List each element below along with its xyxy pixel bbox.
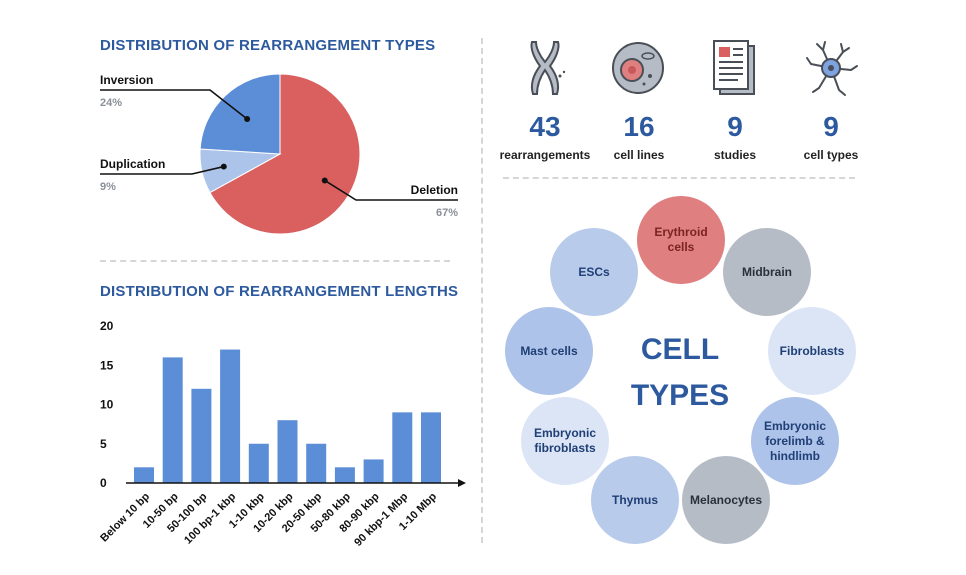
y-tick-label: 20 [100, 319, 114, 333]
cell-types-heading: CELL TYPES [620, 327, 740, 419]
cell-type-embryonic-fibroblasts: Embryonic fibroblasts [521, 397, 609, 485]
left-horizontal-divider [100, 260, 450, 262]
cell-types-heading-line2: TYPES [630, 379, 730, 412]
cell-type-mast-cells: Mast cells [505, 307, 593, 395]
cell-type-label: Embryonic fibroblasts [533, 426, 596, 455]
pie-percent-label: 9% [100, 181, 116, 193]
pie-label: Inversion [100, 73, 153, 87]
stat-cell-types: 9 cell types [776, 111, 886, 163]
bar [162, 357, 183, 483]
documents-icon [713, 40, 755, 95]
y-tick-label: 5 [100, 437, 107, 451]
pie-leader-line [324, 179, 458, 201]
cell-type-label: Melanocytes [689, 492, 763, 507]
bar [334, 467, 355, 483]
cell-icon [612, 42, 664, 94]
y-tick-label: 10 [100, 398, 114, 412]
bar [248, 443, 269, 483]
y-tick-label: 15 [100, 358, 114, 372]
bar [277, 420, 298, 483]
stat-number: 43 [529, 111, 561, 142]
bar-chart-title: DISTRIBUTION OF REARRANGEMENT LENGTHS [100, 283, 459, 300]
right-horizontal-divider [503, 177, 855, 179]
cell-type-embryonic-limb: Embryonic forelimb & hindlimb [751, 397, 839, 485]
bar [191, 388, 212, 483]
pie-percent-label: 67% [436, 207, 458, 219]
bar [134, 467, 154, 483]
pie-label: Deletion [411, 183, 458, 197]
cell-type-erythroid: Erythroid cells [637, 196, 725, 284]
cell-type-label: Embryonic forelimb & hindlimb [763, 418, 826, 463]
stat-rearrangements: 43 rearrangements [490, 111, 600, 163]
bar [306, 443, 327, 483]
cell-type-label: ESCs [578, 264, 610, 279]
cell-type-label: Mast cells [520, 343, 578, 358]
cell-type-label: Erythroid cells [654, 225, 708, 254]
bar [220, 349, 241, 483]
y-tick-label: 0 [100, 476, 107, 490]
stat-label: studies [713, 148, 756, 162]
stat-number: 9 [727, 111, 743, 142]
cell-type-label: Fibroblasts [779, 343, 845, 358]
bar [421, 412, 441, 483]
vertical-divider [481, 38, 483, 543]
neuron-icon [806, 41, 858, 96]
cell-type-label: Thymus [611, 492, 658, 507]
stat-label: cell lines [613, 148, 665, 162]
pie-leader-line [100, 165, 224, 175]
stat-cell-lines: 16 cell lines [584, 111, 694, 163]
pie-chart: Deletion 67% Duplication 9% Inversion 24% [100, 73, 458, 235]
stat-number: 16 [623, 111, 655, 142]
cell-type-melanocytes: Melanocytes [682, 456, 770, 544]
bar [392, 412, 413, 483]
chromosome-icon [530, 41, 566, 95]
cell-type-thymus: Thymus [591, 456, 679, 544]
pie-label: Duplication [100, 157, 165, 171]
pie-leader-line [100, 89, 248, 120]
stat-label: rearrangements [499, 148, 591, 162]
cell-type-label: Midbrain [742, 264, 792, 279]
bar [363, 459, 384, 483]
stat-label: cell types [803, 148, 859, 162]
cell-type-fibroblasts: Fibroblasts [768, 307, 856, 395]
cell-types-heading-line1: CELL [640, 333, 720, 366]
x-axis-arrow [458, 479, 466, 487]
pie-percent-label: 24% [100, 97, 122, 109]
stat-studies: 9 studies [680, 111, 790, 163]
pie-chart-title: DISTRIBUTION OF REARRANGEMENT TYPES [100, 37, 436, 54]
cell-type-escs: ESCs [550, 228, 638, 316]
cell-type-midbrain: Midbrain [723, 228, 811, 316]
stat-number: 9 [823, 111, 839, 142]
